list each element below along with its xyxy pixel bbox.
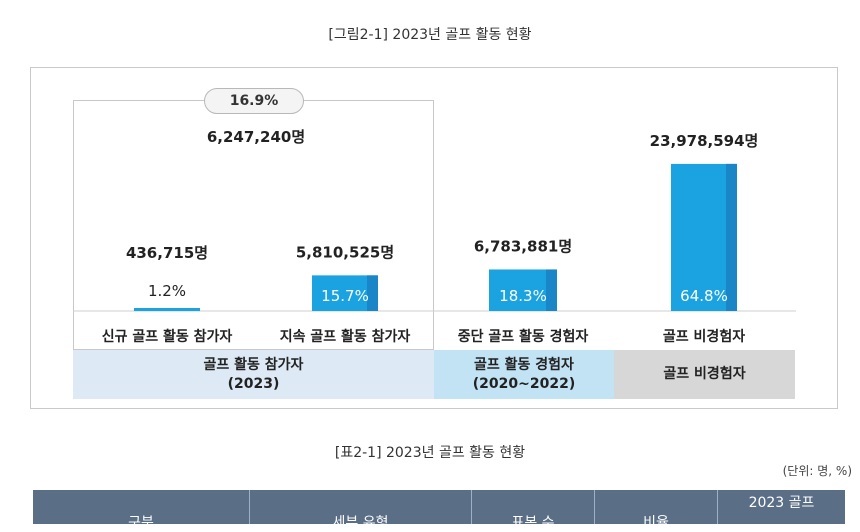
group-label-participants: 골프 활동 참가자 (2023)	[73, 350, 434, 399]
percent-label-1: 15.7%	[321, 287, 369, 305]
subtotal-percent-pill: 16.9%	[204, 88, 304, 114]
group-label-experienced: 골프 활동 경험자 (2020~2022)	[434, 350, 614, 399]
count-label-2: 6,783,881명	[474, 237, 572, 255]
table-title: [표2-1] 2023년 골프 활동 현황	[334, 445, 526, 461]
group-band-0	[73, 350, 434, 399]
count-label-3: 23,978,594명	[650, 132, 759, 150]
category-label-3: 골프 비경험자	[663, 328, 745, 345]
percent-label-0: 1.2%	[148, 282, 186, 300]
subtotal-count-label: 6,247,240명	[207, 128, 305, 146]
subtotal-percent-label: 16.9%	[229, 93, 279, 109]
chart-frame	[30, 67, 838, 409]
table-header-golf-2023: 2023 골프	[748, 495, 815, 511]
table-header-category: 구분	[33, 490, 250, 531]
bar-shade-2	[546, 269, 557, 311]
percent-label-3: 64.8%	[680, 287, 728, 305]
bar-0	[134, 308, 200, 311]
group-label-experienced-line1: 골프 활동 경험자	[474, 356, 574, 373]
figure-title: [그림2-1] 2023년 골프 활동 현황	[328, 27, 532, 43]
category-label-0: 신규 골프 활동 참가자	[102, 328, 233, 345]
table-header-ratio: 비율	[595, 490, 718, 531]
category-label-2: 중단 골프 활동 경험자	[458, 328, 589, 345]
group-band-2	[614, 350, 795, 399]
group-band-1	[434, 350, 614, 399]
group-label-experienced-line2: (2020~2022)	[472, 375, 576, 392]
bar-shade-1	[367, 275, 378, 311]
category-label-1: 지속 골프 활동 참가자	[280, 328, 411, 345]
group-label-non-experienced-line1: 골프 비경험자	[663, 366, 746, 382]
bar-2	[489, 269, 557, 311]
count-label-0: 436,715명	[126, 244, 208, 262]
group-label-participants-line1: 골프 활동 참가자	[203, 356, 304, 373]
table-header-subtype: 세부 유형	[250, 490, 472, 531]
percent-label-2: 18.3%	[499, 287, 547, 305]
group-label-participants-line2: (2023)	[227, 375, 280, 392]
group-label-non-experienced: 골프 비경험자	[614, 350, 795, 399]
bar-shade-3	[726, 163, 737, 311]
count-label-1: 5,810,525명	[296, 243, 394, 261]
table-unit: (단위: 명, %)	[782, 464, 852, 478]
table-header-row: 구분 세부 유형 표본 수 비율 2023 골프	[33, 490, 845, 531]
table-header-sample: 표본 수	[472, 490, 595, 531]
